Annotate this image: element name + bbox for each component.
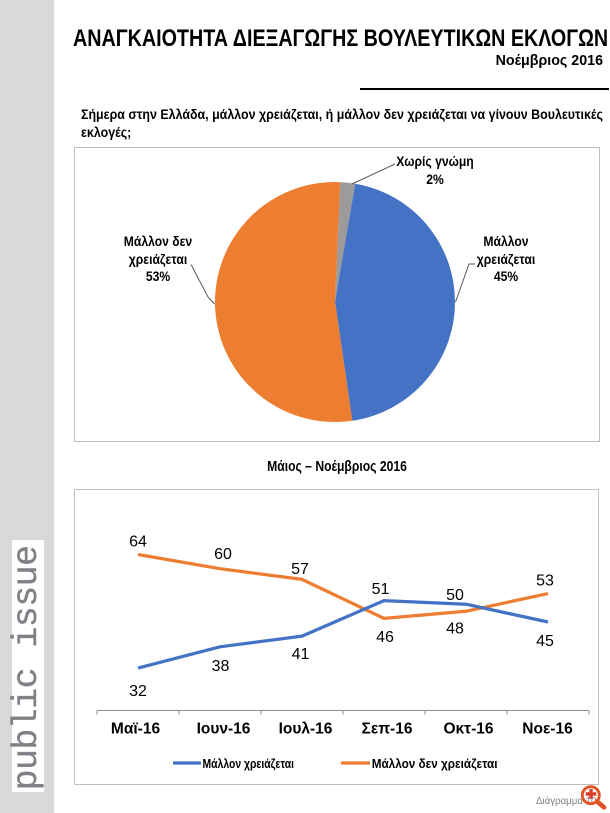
svg-text:60: 60	[214, 546, 232, 563]
svg-text:51: 51	[372, 581, 390, 598]
svg-text:45: 45	[536, 633, 554, 650]
svg-text:64: 64	[129, 533, 147, 550]
svg-text:38: 38	[212, 658, 230, 675]
svg-text:Μαϊ-16: Μαϊ-16	[111, 721, 161, 738]
svg-text:Ιουν-16: Ιουν-16	[197, 721, 251, 738]
svg-text:Μάλλον δεν χρειάζεται: Μάλλον δεν χρειάζεται	[372, 756, 498, 771]
svg-text:Οκτ-16: Οκτ-16	[443, 721, 493, 738]
svg-text:46: 46	[376, 629, 394, 646]
svg-text:Ιουλ-16: Ιουλ-16	[279, 721, 333, 738]
svg-text:48: 48	[446, 621, 464, 638]
svg-text:Μάλλον χρειάζεται: Μάλλον χρειάζεται	[203, 756, 295, 771]
svg-text:Νοε-16: Νοε-16	[522, 721, 573, 738]
svg-text:50: 50	[446, 587, 464, 604]
svg-text:57: 57	[291, 561, 309, 578]
svg-text:41: 41	[292, 646, 310, 663]
svg-text:32: 32	[129, 683, 147, 700]
svg-text:53: 53	[536, 573, 554, 590]
svg-text:Σεπ-16: Σεπ-16	[362, 721, 413, 738]
